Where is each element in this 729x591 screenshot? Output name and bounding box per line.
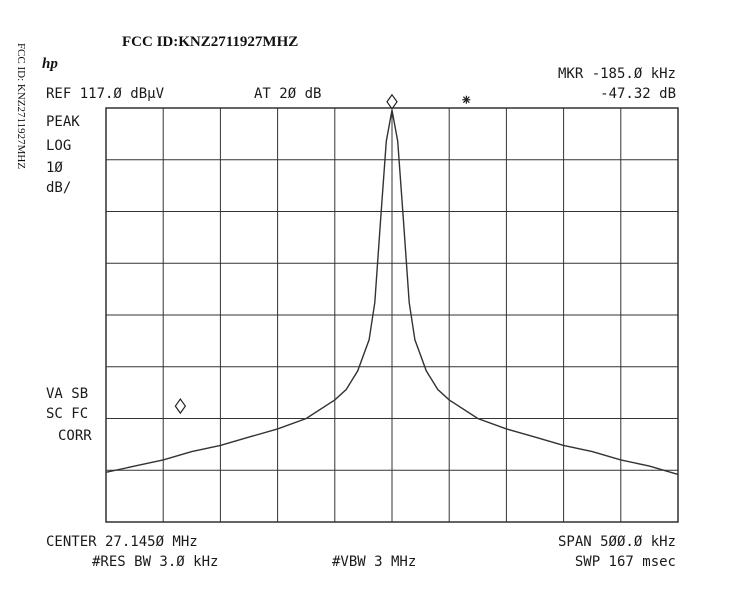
attenuation: AT 2Ø dB: [254, 86, 322, 102]
detector-mode: PEAK: [46, 114, 80, 130]
flag-sc-fc: SC FC: [46, 406, 89, 422]
hp-logo: hp: [42, 56, 58, 72]
reference-level: REF 117.Ø dBµV: [46, 86, 165, 102]
marker-group: [174, 93, 471, 415]
center-frequency: CENTER 27.145Ø MHz: [46, 534, 198, 550]
scale-unit: dB/: [46, 180, 72, 196]
marker-asterisk: [462, 95, 471, 104]
scale-type: LOG: [46, 138, 72, 154]
flag-corr: CORR: [58, 428, 92, 444]
marker-frequency: MKR -185.Ø kHz: [557, 66, 676, 82]
flag-va-sb: VA SB: [46, 386, 89, 402]
frequency-span: SPAN 5ØØ.Ø kHz: [557, 534, 676, 550]
sweep-time: SWP 167 msec: [574, 554, 676, 570]
video-bandwidth: #VBW 3 MHz: [332, 554, 417, 570]
marker-level: -47.32 dB: [600, 86, 676, 102]
fcc-id-title: FCC ID:KNZ2711927MHZ: [122, 34, 299, 50]
spectrum-trace: [105, 109, 679, 476]
marker-diamond: [174, 398, 187, 415]
marker-diamond: [386, 93, 398, 110]
resolution-bandwidth: #RES BW 3.Ø kHz: [92, 554, 219, 570]
plot-grid: [105, 107, 679, 523]
scale-value: 1Ø: [46, 160, 63, 176]
